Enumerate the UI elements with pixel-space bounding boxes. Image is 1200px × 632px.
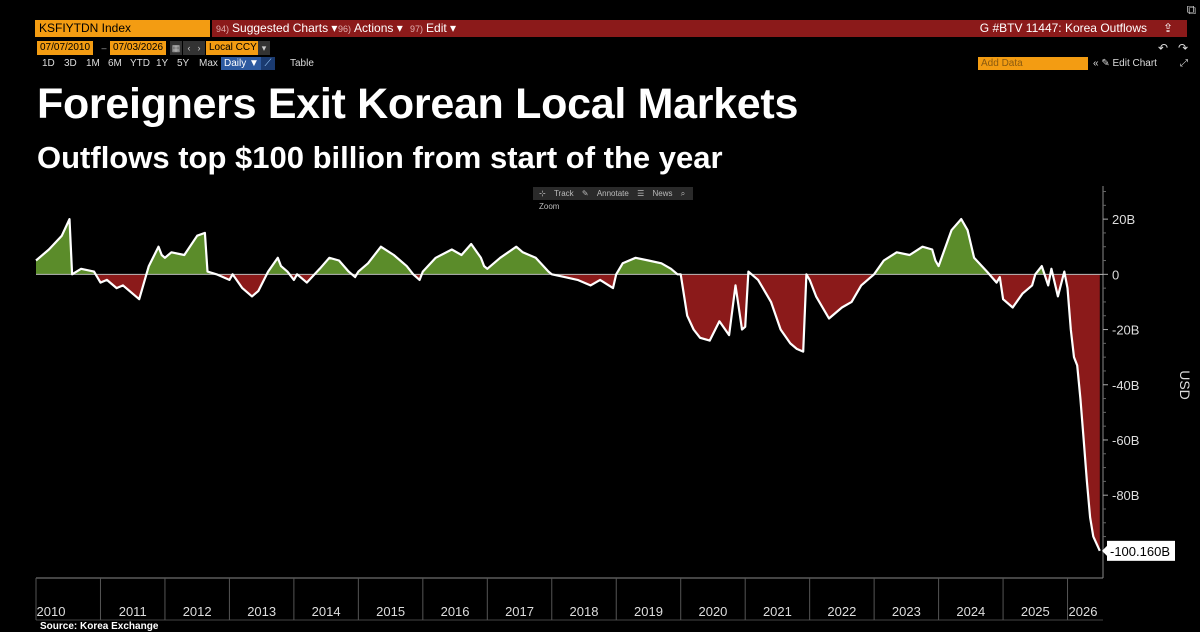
menu-label: Actions ▾ bbox=[354, 21, 403, 35]
last-value-pointer bbox=[1102, 545, 1107, 556]
menu-label: Suggested Charts ▾ bbox=[232, 21, 338, 35]
redo-icon[interactable]: ↷ bbox=[1178, 41, 1189, 55]
calendar-icon[interactable]: ▦ bbox=[170, 41, 182, 55]
x-tick-label: 2012 bbox=[183, 604, 212, 619]
headline: Foreigners Exit Korean Local Markets bbox=[37, 80, 799, 128]
x-tick-label: 2025 bbox=[1021, 604, 1050, 619]
y-tick-label: 0 bbox=[1112, 267, 1119, 282]
next-icon[interactable]: › bbox=[193, 41, 205, 55]
y-tick-label: -80B bbox=[1112, 488, 1139, 503]
x-tick-label: 2019 bbox=[634, 604, 663, 619]
menu-bar: 94) Suggested Charts ▾ 96) Actions ▾ 97) Ed… bbox=[212, 20, 1187, 37]
period-row: 1D 3D 1M 6M YTD 1Y 5Y Max Daily ▼ ⟋ Tabl… bbox=[0, 56, 1200, 71]
undo-icon[interactable]: ↶ bbox=[1158, 41, 1169, 55]
x-tick-label: 2015 bbox=[376, 604, 405, 619]
suggested-charts-menu[interactable]: 94) Suggested Charts ▾ bbox=[216, 20, 337, 37]
edit-menu[interactable]: 97) Edit ▾ bbox=[410, 20, 456, 37]
add-data-input[interactable]: Add Data bbox=[978, 57, 1088, 70]
period-3d[interactable]: 3D bbox=[64, 58, 77, 69]
window-title: G #BTV 11447: Korea Outflows bbox=[979, 21, 1147, 35]
x-tick-label: 2016 bbox=[441, 604, 470, 619]
x-tick-label: 2013 bbox=[247, 604, 276, 619]
popout-icon[interactable]: ⧉ bbox=[1186, 2, 1196, 17]
x-tick-label: 2017 bbox=[505, 604, 534, 619]
track-tool[interactable]: ⊹ Track bbox=[539, 189, 574, 198]
x-tick-label: 2018 bbox=[570, 604, 599, 619]
menu-label: Edit ▾ bbox=[426, 21, 457, 35]
y-tick-label: 20B bbox=[1112, 212, 1135, 227]
track-label: Track bbox=[553, 189, 574, 198]
dash-separator: – bbox=[101, 43, 107, 53]
edit-chart-button[interactable]: « ✎ Edit Chart bbox=[1093, 58, 1157, 69]
period-6m[interactable]: 6M bbox=[108, 58, 122, 69]
x-tick-label: 2026 bbox=[1069, 604, 1098, 619]
subheadline: Outflows top $100 billion from start of … bbox=[37, 140, 723, 175]
x-tick-label: 2020 bbox=[698, 604, 727, 619]
menu-number: 96) bbox=[338, 24, 352, 34]
frequency-select[interactable]: Daily ▼ bbox=[221, 57, 262, 70]
chevron-down-icon[interactable]: ▾ bbox=[258, 41, 270, 55]
menu-number: 94) bbox=[216, 24, 230, 34]
currency-select[interactable]: Local CCY bbox=[206, 41, 262, 55]
positive-area bbox=[36, 219, 1100, 275]
x-tick-label: 2024 bbox=[956, 604, 985, 619]
source-note: Source: Korea Exchange bbox=[40, 621, 159, 632]
period-1m[interactable]: 1M bbox=[86, 58, 100, 69]
y-axis-label: USD bbox=[1177, 370, 1193, 400]
start-date-field[interactable]: 07/07/2010 bbox=[37, 41, 94, 55]
series-line bbox=[35, 218, 1101, 552]
prev-icon[interactable]: ‹ bbox=[183, 41, 195, 55]
y-tick-label: -40B bbox=[1112, 378, 1139, 393]
period-1y[interactable]: 1Y bbox=[156, 58, 169, 69]
period-ytd[interactable]: YTD bbox=[130, 58, 150, 69]
x-tick-label: 2010 bbox=[37, 604, 66, 619]
ticker-field[interactable]: KSFIYTDN Index bbox=[35, 20, 210, 37]
last-value-label: -100.160B bbox=[1110, 544, 1170, 559]
terminal-header: KSFIYTDN Index 94) Suggested Charts ▾ 96)… bbox=[0, 0, 1200, 40]
zoom-tool[interactable]: ⌕ Zoom bbox=[539, 189, 686, 211]
news-tool[interactable]: ☰ News bbox=[637, 189, 673, 198]
menu-number: 97) bbox=[410, 24, 424, 34]
actions-menu[interactable]: 96) Actions ▾ bbox=[338, 20, 403, 37]
end-date-field[interactable]: 07/03/2026 bbox=[110, 41, 167, 55]
news-label: News bbox=[652, 189, 673, 198]
chart-tools-bar: ⊹ Track ✎ Annotate ☰ News ⌕ Zoom bbox=[533, 187, 693, 211]
date-range-row: 07/07/2010 – 07/03/2026 ▦ ‹ › Local CCY … bbox=[0, 40, 1200, 56]
table-button[interactable]: Table bbox=[290, 58, 314, 69]
expand-icon[interactable]: ⤢ bbox=[1180, 58, 1188, 69]
last-value-box bbox=[1107, 540, 1175, 561]
x-tick-label: 2014 bbox=[312, 604, 341, 619]
x-tick-label: 2023 bbox=[892, 604, 921, 619]
line-chart-icon[interactable]: ⟋ bbox=[261, 57, 275, 70]
period-1d[interactable]: 1D bbox=[42, 58, 55, 69]
x-tick-label: 2011 bbox=[119, 604, 147, 619]
y-tick-label: -20B bbox=[1112, 323, 1139, 338]
annotate-tool[interactable]: ✎ Annotate bbox=[581, 189, 629, 198]
zoom-label: Zoom bbox=[539, 202, 560, 211]
share-icon[interactable]: ⇪ bbox=[1162, 21, 1173, 35]
x-tick-label: 2021 bbox=[763, 604, 792, 619]
period-max[interactable]: Max bbox=[199, 58, 218, 69]
x-tick-label: 2022 bbox=[827, 604, 856, 619]
period-5y[interactable]: 5Y bbox=[177, 58, 190, 69]
negative-area bbox=[36, 274, 1100, 551]
annotate-label: Annotate bbox=[596, 189, 629, 198]
y-tick-label: -60B bbox=[1112, 433, 1139, 448]
